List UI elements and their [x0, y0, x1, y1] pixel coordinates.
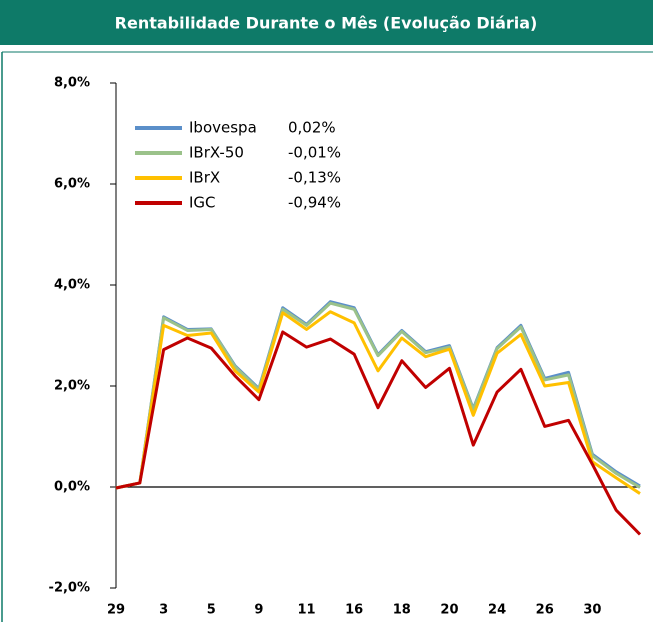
legend-label: IBrX-50	[189, 144, 244, 162]
y-tick-label: 2,0%	[54, 379, 90, 394]
series-line	[115, 310, 641, 495]
x-tick-label: 3	[159, 603, 168, 618]
x-tick-label: 5	[207, 603, 216, 618]
legend-value: -0,13%	[288, 169, 341, 187]
header-bar	[0, 0, 653, 45]
y-tick-label: 8,0%	[54, 76, 90, 91]
x-tick-label: 9	[254, 603, 263, 618]
y-tick-label: 0,0%	[54, 480, 90, 495]
legend-label: IBrX	[189, 169, 220, 187]
y-tick-label: -2,0%	[49, 581, 90, 596]
legend-value: -0,01%	[288, 144, 341, 162]
series-line	[115, 330, 642, 536]
x-tick-label: 29	[107, 603, 125, 618]
legend-label: IGC	[189, 194, 216, 212]
chart-title: Rentabilidade Durante o Mês (Evolução Di…	[115, 14, 538, 33]
x-tick-label: 16	[345, 603, 363, 618]
series-line	[115, 301, 641, 490]
x-tick-label: 26	[536, 603, 554, 618]
y-tick-label: 6,0%	[54, 177, 90, 192]
legend-value: -0,94%	[288, 194, 341, 212]
x-tick-label: 30	[583, 603, 601, 618]
legend-label: Ibovespa	[189, 119, 257, 137]
x-tick-label: 20	[440, 603, 458, 618]
x-tick-label: 18	[393, 603, 411, 618]
x-tick-label: 11	[297, 603, 315, 618]
y-tick-label: 4,0%	[54, 278, 90, 293]
legend-value: 0,02%	[288, 119, 336, 137]
x-tick-label: 24	[488, 603, 506, 618]
